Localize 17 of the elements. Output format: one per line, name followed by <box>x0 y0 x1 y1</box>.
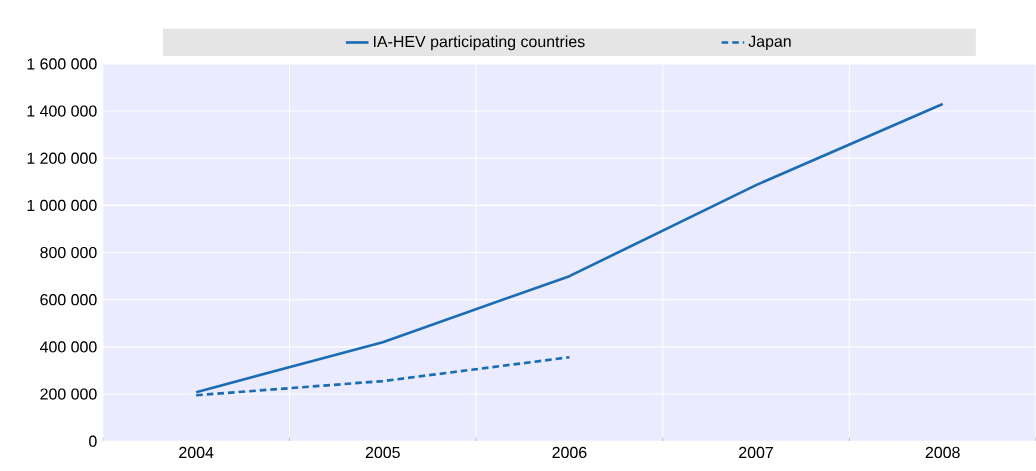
line-series <box>194 102 945 394</box>
y-tick-label: 200 000 <box>40 388 97 400</box>
y-tick-label: 800 000 <box>40 246 97 259</box>
x-tick-label: 2005 <box>365 446 400 459</box>
legend-label: IA-HEV participating countries <box>374 35 585 51</box>
x-tick-label: 2008 <box>925 446 960 459</box>
y-tick-label: 400 000 <box>40 341 97 353</box>
x-tick-label: 2006 <box>552 446 587 459</box>
y-tick-label: 600 000 <box>40 294 97 306</box>
y-tick-label: 1 600 000 <box>27 58 97 70</box>
y-tick-label: 0 <box>89 435 97 447</box>
legend-label: Japan <box>748 35 791 51</box>
y-tick-label: 1 200 000 <box>27 152 97 164</box>
x-tick-label: 2007 <box>739 446 773 459</box>
y-tick-label: 1 000 000 <box>27 199 97 211</box>
y-tick-label: 1 400 000 <box>27 105 97 117</box>
x-tick-label: 2004 <box>179 446 214 459</box>
